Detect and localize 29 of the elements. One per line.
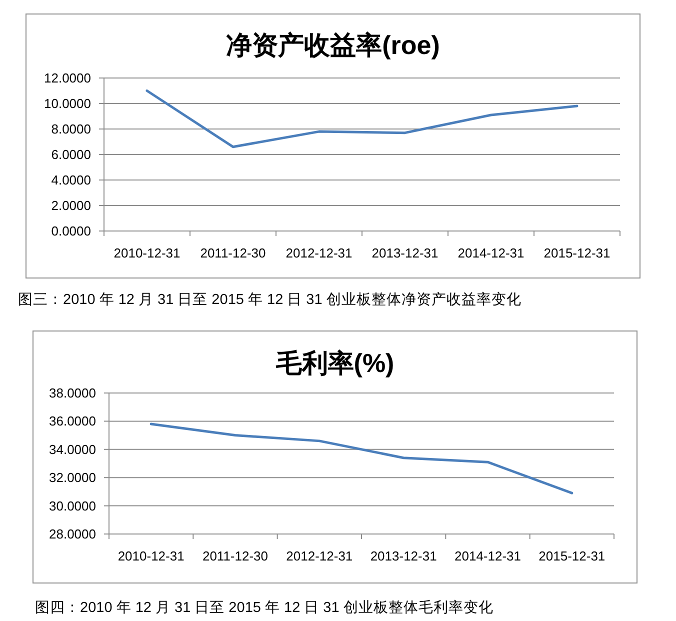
y-tick-label: 28.0000 [49,526,96,542]
x-tick-label: 2013-12-31 [370,548,437,564]
y-tick-label: 2.0000 [51,198,91,213]
chart-title: 净资产收益率(roe) [226,30,440,60]
caption: 图四：2010 年 12 月 31 日至 2015 年 12 日 31 创业板整体毛利率变化 [35,600,494,616]
x-tick-label: 2011-12-30 [202,548,268,564]
x-tick-label: 2013-12-31 [372,246,438,260]
y-tick-label: 6.0000 [51,147,91,162]
y-tick-label: 30.0000 [49,498,96,514]
x-tick-label: 2014-12-31 [454,548,521,564]
x-tick-label: 2014-12-31 [458,246,524,260]
y-tick-label: 32.0000 [49,470,96,486]
caption: 图三：2010 年 12 月 31 日至 2015 年 12 日 31 创业板整体净资产收益率变化 [18,292,522,308]
y-tick-label: 0.0000 [51,224,91,238]
y-tick-label: 12.0000 [44,70,91,86]
x-tick-label: 2012-12-31 [286,246,352,260]
x-tick-label: 2010-12-31 [114,246,180,260]
y-tick-label: 36.0000 [49,414,96,429]
y-tick-label: 10.0000 [44,96,91,111]
x-tick-label: 2012-12-31 [286,548,353,564]
y-tick-label: 8.0000 [51,122,91,136]
chart-title: 毛利率(%) [276,348,394,378]
x-tick-label: 2015-12-31 [538,548,606,564]
x-tick-label: 2011-12-30 [200,246,266,260]
x-tick-label: 2015-12-31 [544,246,610,260]
y-tick-label: 38.0000 [49,386,96,400]
y-tick-label: 4.0000 [51,172,91,188]
y-tick-label: 34.0000 [49,442,96,457]
x-tick-label: 2010-12-31 [118,548,184,564]
